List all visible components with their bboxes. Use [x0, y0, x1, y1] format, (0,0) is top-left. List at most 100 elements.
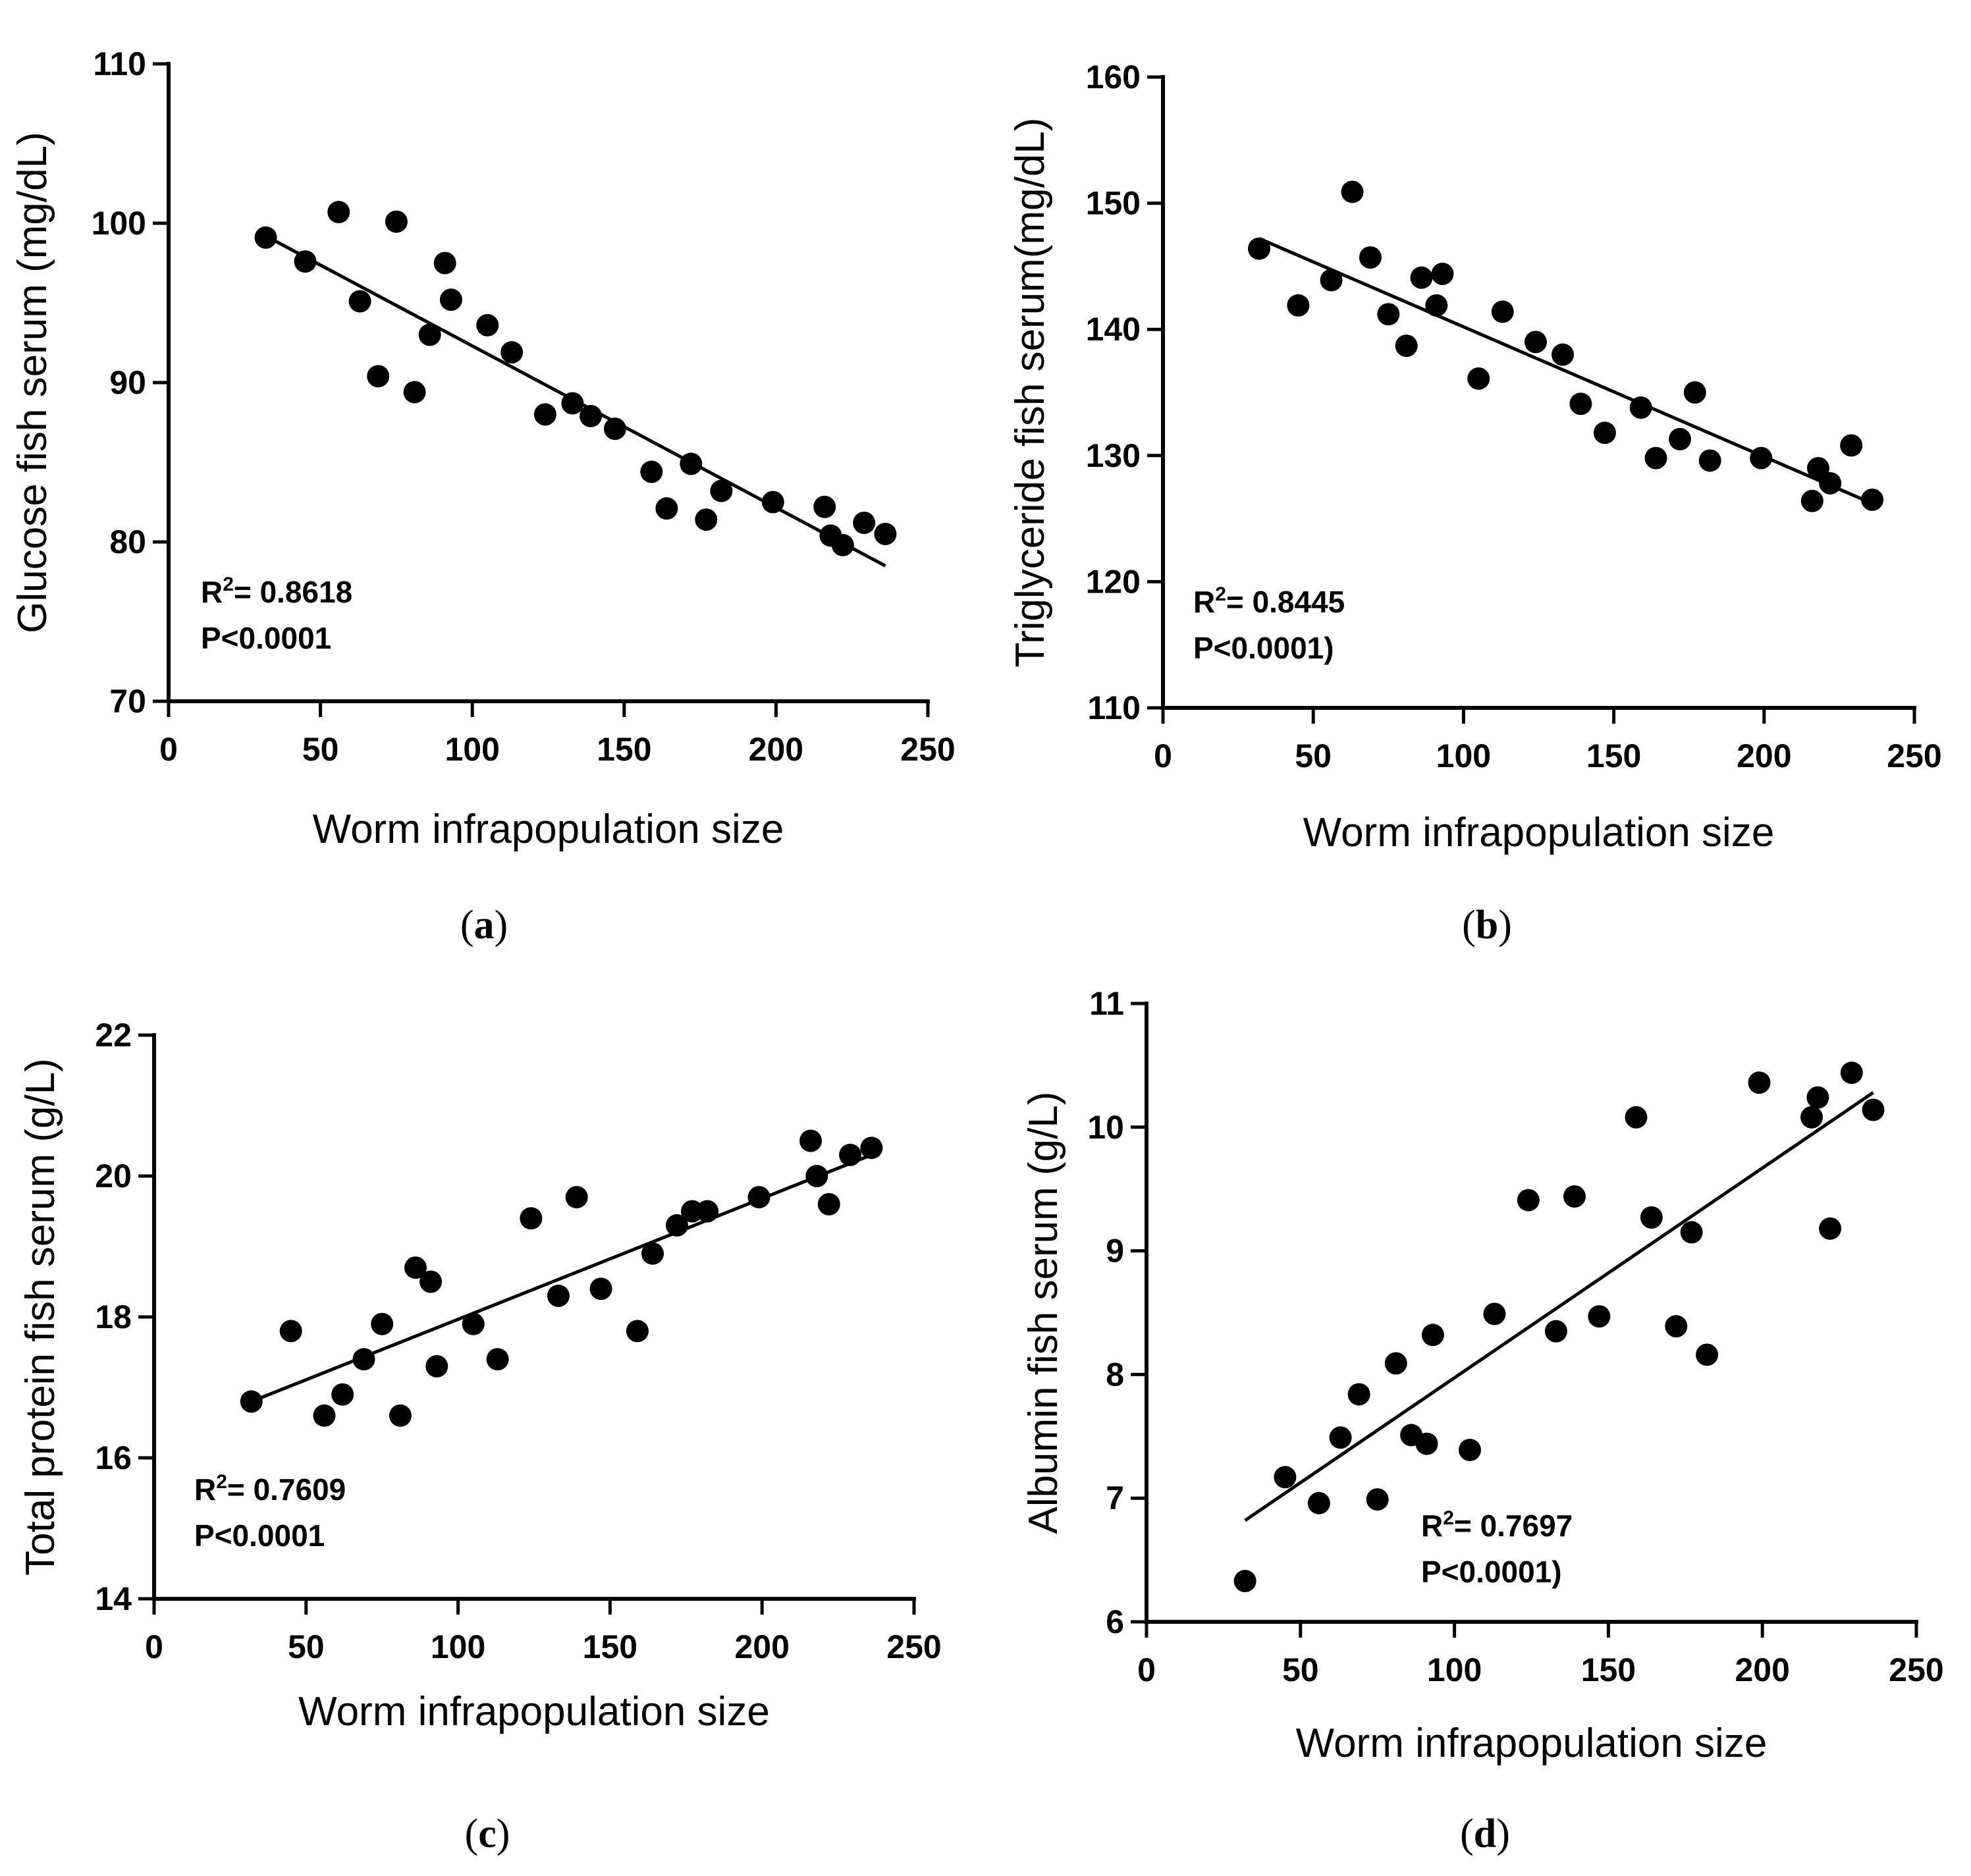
chart-3-data-point	[1800, 1106, 1823, 1129]
chart-2-panel-label-letter: c	[478, 1811, 497, 1856]
chart-3-data-point	[1307, 1491, 1330, 1514]
chart-1-data-point	[1644, 446, 1667, 469]
chart-1: 110 120 130 140 150 160 0 50 100 150 200 250 Worm in…	[1008, 59, 1942, 948]
chart-3-x-tick-label: 0	[1137, 1651, 1156, 1688]
chart-3-r-squared-sup: 2	[1443, 1507, 1454, 1529]
chart-3-data-point	[1458, 1438, 1481, 1461]
chart-2-data-point	[641, 1242, 664, 1265]
chart-2-data-point	[486, 1348, 509, 1371]
chart-3-data-point	[1274, 1466, 1297, 1489]
chart-1-data-point	[1629, 396, 1652, 419]
chart-3-data-point	[1384, 1352, 1407, 1375]
chart-1-data-point	[1840, 434, 1863, 457]
chart-2-y-tick-label: 18	[95, 1299, 132, 1335]
chart-1-x-tick-label: 250	[1887, 737, 1941, 774]
chart-0-data-point	[813, 495, 836, 518]
chart-1-data-point	[1320, 269, 1343, 292]
chart-3-data-point	[1665, 1315, 1688, 1338]
chart-2-r-squared-value: = 0.7609	[227, 1472, 346, 1507]
chart-3-y-tick-label: 11	[1089, 985, 1124, 1022]
chart-3: 6 7 8 9 10 11 0 50 100 150 200 250 Worm infrapopulat…	[1021, 985, 1944, 1856]
chart-3-data-point	[1862, 1098, 1885, 1121]
chart-2-data-point	[371, 1312, 394, 1335]
chart-1-panel-label-open: (	[1462, 903, 1476, 948]
chart-2-data-point	[389, 1404, 412, 1427]
chart-3-y-tick-label: 9	[1106, 1233, 1124, 1270]
chart-0-data-point	[327, 201, 350, 224]
chart-0-data-point	[710, 479, 733, 502]
chart-3-data-point	[1563, 1185, 1586, 1208]
chart-1-data-point	[1431, 262, 1454, 285]
chart-0-y-tick-label: 80	[109, 523, 146, 560]
chart-2-data-point	[565, 1186, 588, 1209]
chart-2-data-point	[589, 1277, 612, 1300]
chart-2-data-point	[839, 1143, 862, 1166]
chart-2-data-point	[696, 1200, 719, 1223]
chart-0-data-point	[439, 288, 462, 311]
chart-1-data-point	[1341, 180, 1364, 203]
chart-1-data-point	[1491, 300, 1514, 323]
chart-0-data-point	[580, 404, 603, 427]
chart-0-data-point	[533, 403, 556, 426]
chart-0-x-tick-label: 150	[597, 731, 651, 768]
chart-2-x-tick-label: 150	[583, 1628, 637, 1665]
chart-0-panel-label: (a)	[460, 903, 508, 948]
chart-3-y-axis-title: Albumin fish serum (g/L)	[1021, 1092, 1066, 1534]
chart-3-data-point	[1806, 1086, 1829, 1109]
chart-1-data-point	[1410, 266, 1433, 289]
chart-0-data-point	[476, 313, 499, 336]
chart-3-r-squared-r: R	[1421, 1509, 1443, 1543]
chart-2-x-axis-title: Worm infrapopulation size	[298, 1689, 770, 1734]
chart-2-x-tick-label: 250	[886, 1628, 941, 1665]
chart-3-y-tick-label: 6	[1106, 1603, 1124, 1640]
chart-0-data-point	[348, 290, 371, 313]
chart-2-data-point	[805, 1165, 828, 1187]
chart-0-data-point	[603, 417, 626, 441]
chart-0-r-squared: R2= 0.8618	[201, 574, 352, 609]
chart-2-p-value: P<0.0001	[194, 1518, 325, 1553]
chart-3-data-point	[1640, 1206, 1663, 1229]
chart-0-data-point	[695, 508, 718, 531]
chart-2-y-axis-title: Total protein fish serum (g/L)	[18, 1058, 63, 1576]
chart-1-data-point	[1683, 381, 1706, 404]
chart-0-panel-label-close: )	[495, 903, 508, 948]
chart-1-data-point	[1467, 367, 1490, 390]
chart-1-y-tick-label: 110	[1087, 689, 1141, 726]
chart-2-x-tick-label: 200	[734, 1628, 789, 1665]
chart-1-x-tick-label: 200	[1737, 737, 1791, 774]
chart-2-data-point	[747, 1186, 770, 1209]
chart-1-data-point	[1861, 488, 1884, 511]
chart-1-regression-line	[1258, 236, 1874, 505]
chart-1-data-point	[1593, 421, 1616, 444]
chart-2-y-tick-label: 16	[95, 1439, 132, 1476]
chart-0-data-point	[294, 250, 317, 273]
chart-2-data-point	[313, 1404, 336, 1427]
chart-1-data-point	[1377, 303, 1400, 326]
chart-3-data-point	[1840, 1061, 1863, 1085]
chart-2-r-squared-sup: 2	[216, 1471, 227, 1493]
chart-1-y-tick-label: 120	[1086, 563, 1141, 600]
chart-0-r-squared-value: = 0.8618	[234, 575, 352, 609]
chart-1-data-point	[1552, 343, 1575, 366]
chart-0-data-point	[561, 392, 584, 415]
chart-2-regression-line	[250, 1153, 873, 1403]
chart-3-data-point	[1696, 1343, 1719, 1366]
chart-3-r-squared-value: = 0.7697	[1454, 1509, 1573, 1543]
chart-1-r-squared-r: R	[1193, 585, 1215, 619]
chart-2-data-point	[279, 1320, 302, 1343]
chart-1-r-squared: R2= 0.8445	[1193, 583, 1345, 619]
chart-3-data-point	[1483, 1302, 1506, 1326]
chart-1-data-point	[1800, 489, 1823, 512]
chart-1-data-point	[1425, 294, 1448, 317]
chart-2-data-point	[547, 1284, 570, 1307]
chart-3-data-point	[1680, 1221, 1703, 1244]
chart-2-x-tick-label: 0	[145, 1628, 163, 1665]
chart-0-panel-label-open: (	[460, 903, 474, 948]
chart-2-data-point	[419, 1270, 443, 1293]
chart-2-data-point	[860, 1137, 883, 1160]
chart-2-data-point	[404, 1256, 427, 1279]
chart-2-data-point	[331, 1383, 354, 1406]
chart-0-data-point	[433, 252, 456, 275]
chart-0-data-point	[367, 365, 390, 388]
